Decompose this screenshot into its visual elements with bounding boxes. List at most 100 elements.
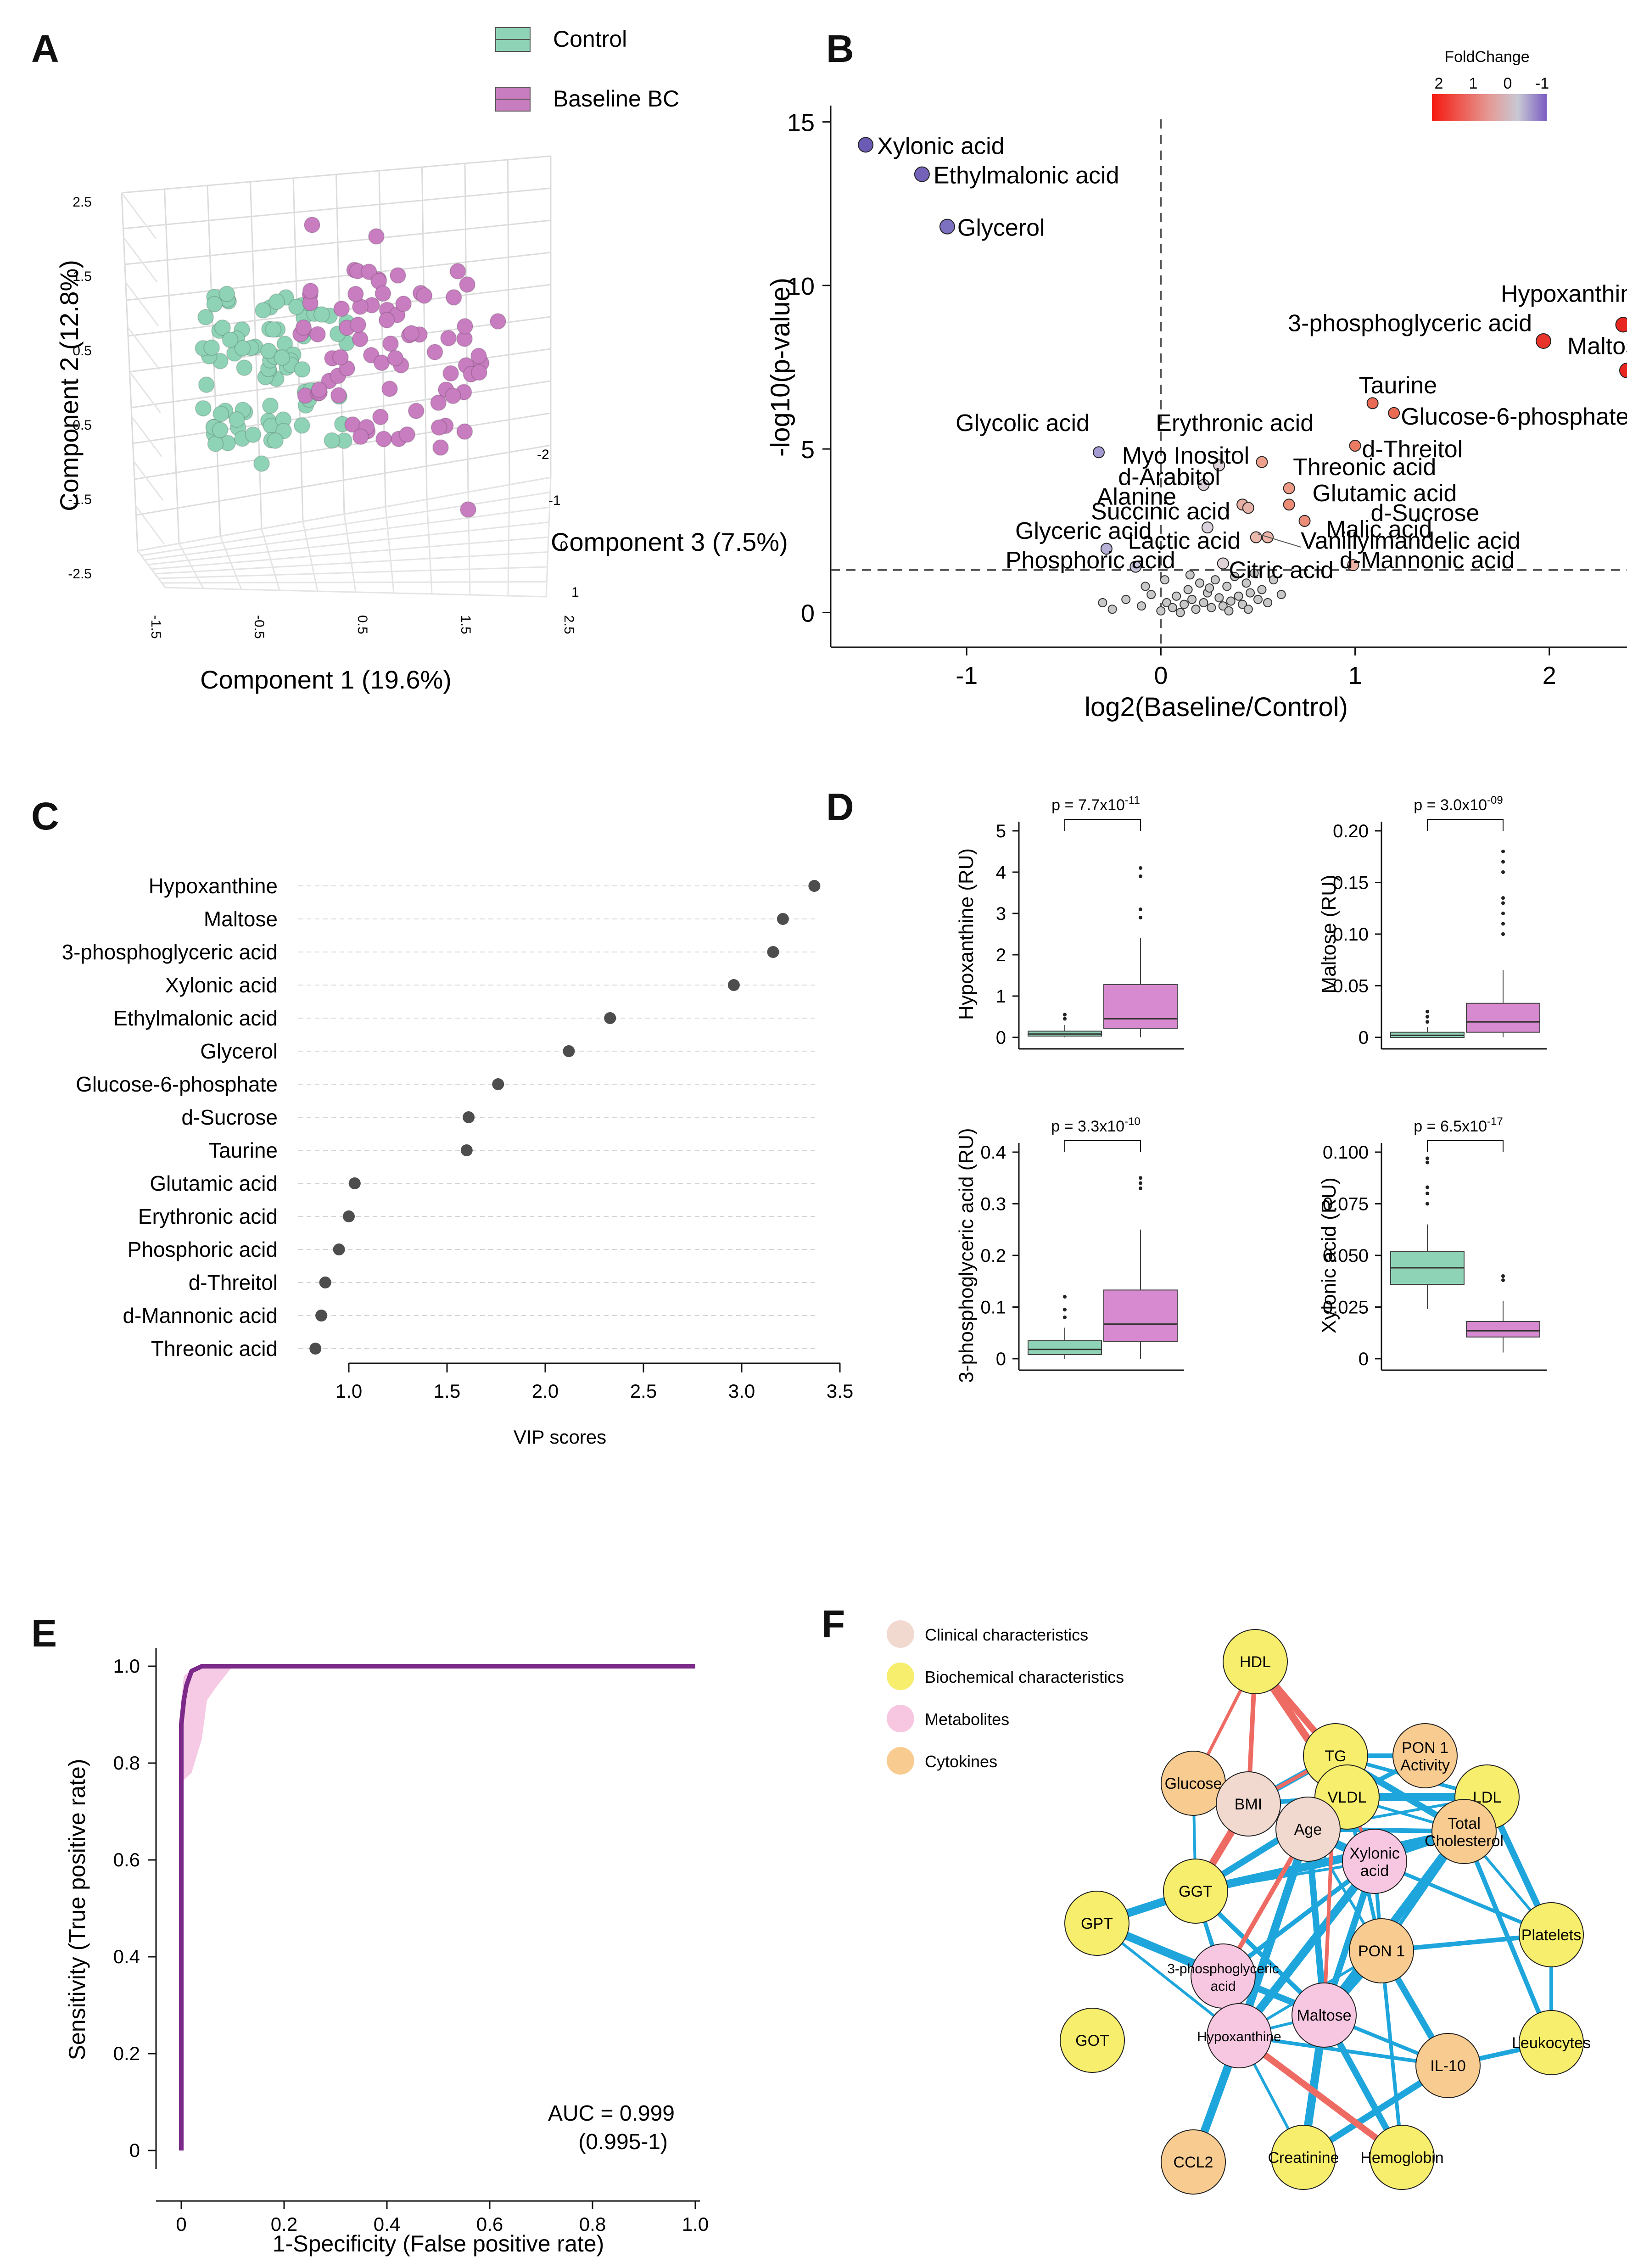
vip-point (777, 913, 789, 925)
p-value-exponent: -11 (1125, 794, 1140, 806)
network-node-label: acid (1360, 1862, 1389, 1880)
boxplot-p-value: p = 3.3x10-10 (1051, 1115, 1140, 1135)
network-node (1292, 1982, 1357, 2048)
network-edge-negative (1239, 2034, 1448, 2067)
pca-point (352, 428, 369, 445)
boxplot-y-tick: 0.1 (980, 1298, 1006, 1318)
pca-point (207, 435, 224, 452)
roc-x-tick: 0.2 (271, 2213, 297, 2235)
volcano-point-ns (1276, 590, 1286, 599)
p-value-exponent: -10 (1124, 1115, 1141, 1128)
roc-y-tick: 0.4 (113, 1946, 140, 1967)
vip-point (727, 979, 740, 991)
p-value-base: p = 7.7x10 (1051, 796, 1125, 814)
pca-z-tick: 0 (560, 539, 568, 554)
boxplot-y-tick: 0 (996, 1028, 1006, 1048)
volcano-point-sig (939, 218, 955, 235)
pca-point (490, 313, 506, 330)
boxplot-y-tick: 0.025 (1323, 1298, 1369, 1318)
pca-point (245, 426, 262, 443)
volcano-point-label: Glucose-6-phosphate (1401, 403, 1627, 430)
vip-category-label: Taurine (208, 1138, 278, 1162)
network-legend-swatch (887, 1663, 914, 1690)
vip-x-label: VIP scores (514, 1426, 606, 1448)
volcano-point-sig (1217, 557, 1229, 570)
pca-point (206, 296, 223, 313)
vip-category-label: 3-phosphoglyceric acid (62, 940, 278, 964)
pca-point (267, 432, 284, 449)
network-edge-positive (1237, 2033, 1404, 2160)
volcano-point-ns (1226, 596, 1236, 606)
boxplot-outlier (1501, 1274, 1505, 1278)
volcano-point-ns (1191, 605, 1201, 614)
pca-point (295, 319, 312, 336)
volcano-point-label: Lactic acid (1128, 527, 1241, 554)
panel-letter-a: A (31, 27, 59, 70)
pca-grid-line (165, 587, 547, 598)
boxplot-outlier (1426, 1202, 1429, 1206)
boxplot-y-label: Xylonic acid (RU) (1318, 1177, 1340, 1333)
boxplot-outlier (1139, 907, 1142, 911)
volcano-point-ns (1246, 588, 1255, 598)
volcano-x-tick: -1 (956, 662, 978, 689)
boxplot-outlier (1063, 1013, 1067, 1017)
network-node-label: Activity (1400, 1757, 1450, 1774)
boxplot-outlier (1426, 1185, 1429, 1189)
boxplot-y-tick: 1 (996, 986, 1006, 1007)
volcano-leader-line (1258, 533, 1301, 548)
vip-category-label: d-Mannonic acid (123, 1304, 278, 1327)
pca-point (431, 419, 447, 436)
pca-point (360, 263, 377, 280)
p-value-base: p = 3.3x10 (1051, 1118, 1124, 1135)
pca-legend-label: Control (553, 26, 627, 52)
roc-curve (179, 1664, 695, 2150)
pca-point (440, 330, 457, 347)
vip-x-tick: 3.5 (827, 1380, 853, 1402)
boxplot-y-tick: 0.2 (980, 1246, 1006, 1266)
pca-point (198, 376, 215, 393)
network-node-label: Xylonic (1349, 1845, 1400, 1862)
pca-point (333, 300, 350, 317)
volcano-point-ns (1210, 575, 1220, 585)
pca-x-label: Component 1 (19.6%) (200, 665, 452, 694)
volcano-point-ns (1243, 605, 1253, 614)
pca-point (352, 330, 369, 347)
pca-y-tick: 2.5 (73, 195, 92, 210)
vip-category-label: Threonic acid (151, 1337, 278, 1361)
vip-point (767, 946, 779, 958)
pca-z-tick: 1 (571, 585, 579, 600)
boxplot-box (1466, 1321, 1540, 1338)
volcano-point-ns (1137, 601, 1146, 611)
vip-x-tick: 1.0 (335, 1380, 362, 1402)
boxplot-outlier (1426, 1009, 1429, 1014)
volcano-point-ns (1160, 575, 1169, 585)
volcano-point-sig (914, 166, 930, 182)
boxplot-significance-bracket (1064, 1140, 1141, 1152)
roc-y-tick: 0.8 (113, 1752, 140, 1774)
volcano-point-label: Maltose (1567, 333, 1627, 360)
boxplot-outlier (1501, 901, 1505, 905)
network-legend-label: Biochemical characteristics (925, 1668, 1124, 1686)
pca-point (372, 409, 389, 426)
volcano-point-label: Phosphoric acid (1006, 547, 1175, 574)
pca-point (288, 298, 305, 315)
volcano-point-label: 3-phosphoglyceric acid (1288, 310, 1532, 337)
volcano-point-sig (1201, 521, 1213, 534)
boxplot-outlier (1501, 860, 1505, 864)
volcano-point-ns (1141, 582, 1150, 591)
boxplot-outlier (1501, 932, 1505, 936)
pca-grid-line (144, 506, 550, 561)
network-edge-negative (1235, 1828, 1312, 2037)
network-node-label: GPT (1081, 1915, 1113, 1932)
pca-point (195, 400, 212, 417)
pca-point (459, 276, 476, 293)
fc-legend-bar (1432, 94, 1547, 121)
boxplot-y-tick: 0.050 (1323, 1246, 1369, 1266)
network-legend-swatch (887, 1705, 914, 1732)
roc-y-tick: 0.2 (113, 2043, 140, 2064)
vip-point (333, 1243, 345, 1255)
pca-point (395, 295, 412, 312)
volcano-point-sig (1242, 502, 1254, 514)
pca-x-tick: 2.5 (561, 615, 576, 634)
pca-y-tick: -2.5 (68, 566, 92, 582)
